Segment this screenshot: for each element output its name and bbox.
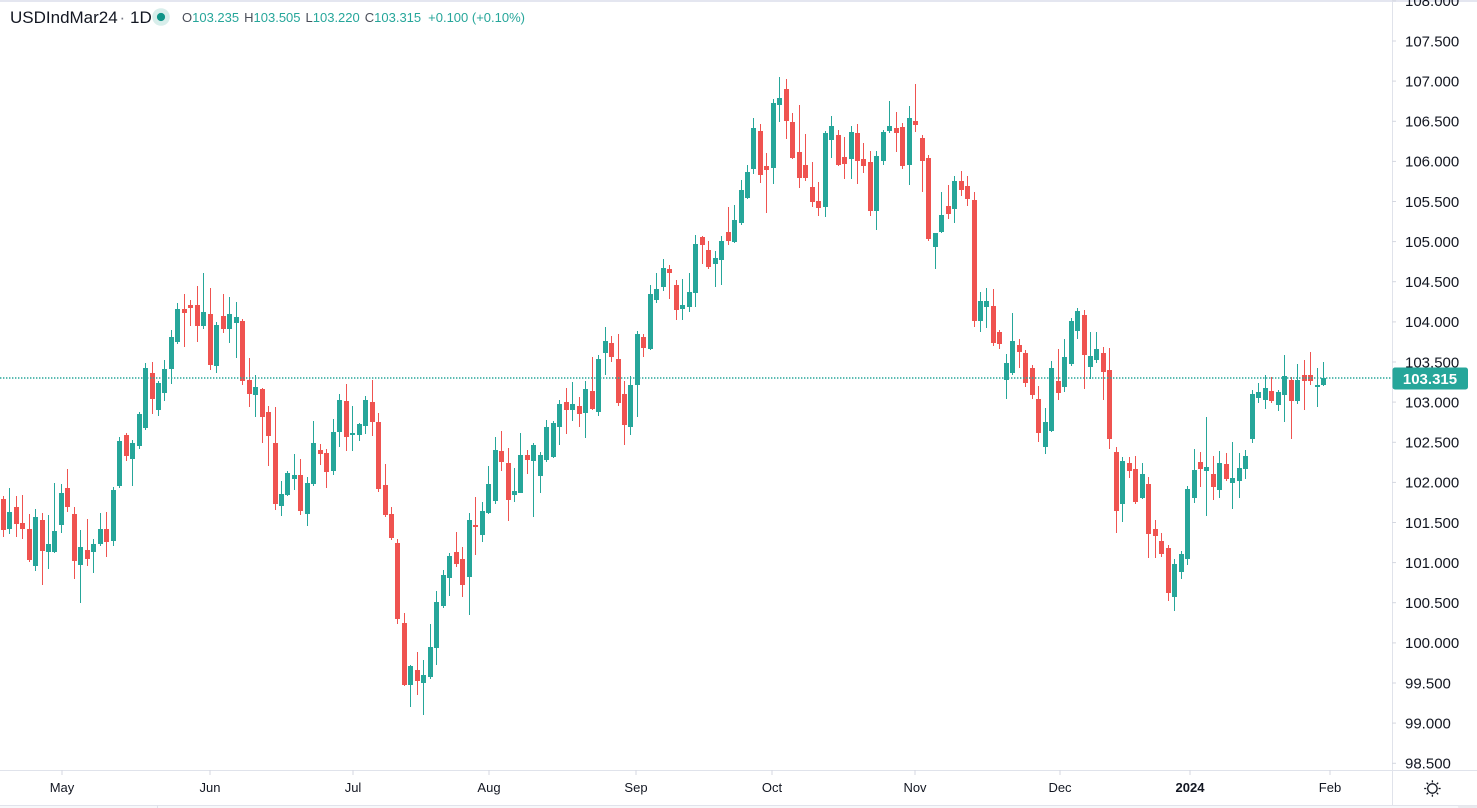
svg-text:106.000: 106.000 [1405, 154, 1459, 171]
svg-text:101.500: 101.500 [1405, 515, 1459, 532]
svg-text:106.500: 106.500 [1405, 114, 1459, 131]
svg-text:102.000: 102.000 [1405, 475, 1459, 492]
svg-text:102.500: 102.500 [1405, 435, 1459, 452]
svg-text:99.500: 99.500 [1405, 675, 1451, 692]
svg-text:May: May [50, 780, 75, 795]
svg-text:Feb: Feb [1319, 780, 1341, 795]
svg-text:104.500: 104.500 [1405, 274, 1459, 291]
svg-text:Aug: Aug [477, 780, 500, 795]
svg-text:USDIndMar24: USDIndMar24 [10, 8, 118, 27]
svg-text:101.000: 101.000 [1405, 555, 1459, 572]
svg-text:Dec: Dec [1048, 780, 1072, 795]
svg-text:99.000: 99.000 [1405, 715, 1451, 732]
svg-text:2024: 2024 [1176, 780, 1206, 795]
svg-text:107.500: 107.500 [1405, 33, 1459, 50]
svg-text:1D: 1D [130, 8, 152, 27]
svg-text:103.000: 103.000 [1405, 394, 1459, 411]
svg-text:·: · [120, 8, 126, 27]
svg-text:103.315: 103.315 [1403, 371, 1457, 388]
svg-text:108.000: 108.000 [1405, 0, 1459, 10]
svg-text:107.000: 107.000 [1405, 73, 1459, 90]
svg-text:103.500: 103.500 [1405, 354, 1459, 371]
svg-text:98.500: 98.500 [1405, 756, 1451, 773]
svg-text:100.500: 100.500 [1405, 595, 1459, 612]
svg-text:105.500: 105.500 [1405, 194, 1459, 211]
svg-text:Jul: Jul [345, 780, 362, 795]
svg-text:100.000: 100.000 [1405, 635, 1459, 652]
svg-text:Sep: Sep [624, 780, 647, 795]
svg-text:Oct: Oct [762, 780, 783, 795]
svg-text:105.000: 105.000 [1405, 234, 1459, 251]
svg-text:104.000: 104.000 [1405, 314, 1459, 331]
svg-text:Jun: Jun [200, 780, 221, 795]
svg-text:Nov: Nov [903, 780, 927, 795]
